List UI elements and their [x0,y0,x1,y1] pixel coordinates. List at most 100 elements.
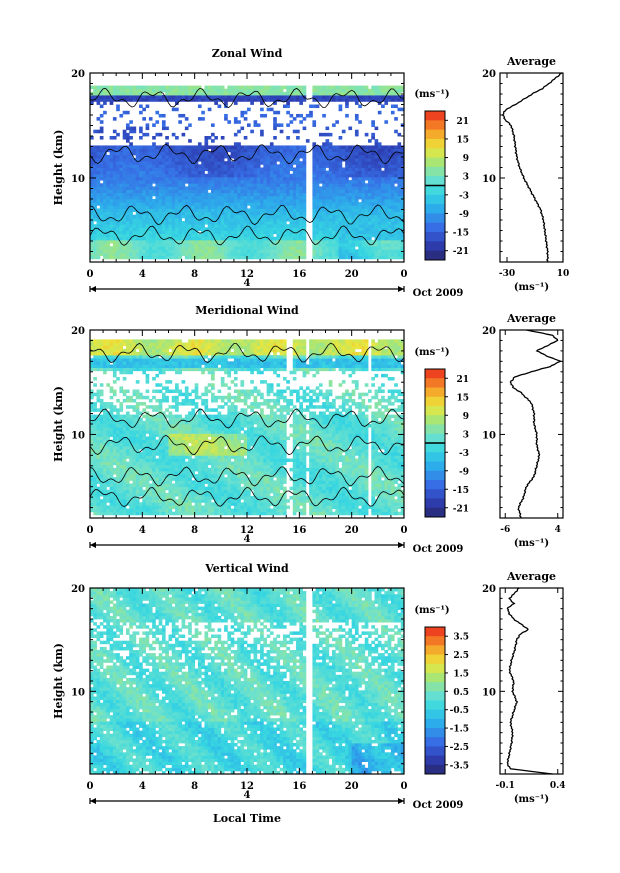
heatmap-cell [214,136,218,140]
heatmap-cell [220,192,225,197]
heatmap-cell [204,252,209,257]
heatmap-cell [325,192,330,197]
heatmap-cell [119,91,124,96]
heatmap-cell [266,161,271,165]
heatmap-cell [335,243,339,247]
heatmap-cell [341,167,346,172]
heatmap-cell [354,167,359,172]
heatmap-cell [358,158,362,162]
heatmap-cell [240,249,245,253]
heatmap-cell [325,189,330,194]
heatmap-cell [279,183,284,187]
heatmap-cell [155,164,160,168]
heatmap-cell [112,477,117,481]
heatmap-cell [335,158,339,162]
heatmap-cell [96,477,101,481]
heatmap-cell [145,164,150,168]
heatmap-cell [299,239,303,244]
heatmap-cell [269,236,274,241]
heatmap-cell [201,180,205,184]
heatmap-cell [318,230,323,235]
heatmap-cell [282,151,287,156]
heatmap-cell [351,211,356,216]
heatmap-cell [348,211,353,216]
heatmap-cell [217,180,222,184]
heatmap-cell [227,208,232,212]
heatmap-cell [397,132,402,137]
heatmap-cell [145,189,150,194]
heatmap-cell [171,85,176,90]
heatmap-cell [184,148,189,153]
heatmap-cell [247,252,251,257]
heatmap-cell [148,227,153,231]
heatmap-cell [90,351,94,356]
heatmap-cell [318,199,323,203]
heatmap-cell [394,148,398,153]
heatmap-cell [250,236,254,241]
heatmap-cell [112,252,117,257]
heatmap-cell [112,420,117,425]
heatmap-cell [354,186,359,190]
heatmap-cell [142,477,146,481]
heatmap-cell [181,233,186,238]
heatmap-cell [354,227,359,231]
heatmap-cell [374,145,379,149]
heatmap-cell [325,243,330,247]
heatmap-cell [368,221,372,225]
heatmap-cell [361,243,366,247]
heatmap-cell [299,205,303,209]
heatmap-cell [112,499,117,503]
heatmap-cell [299,189,303,194]
heatmap-cell [387,186,392,190]
heatmap-cell [309,110,313,115]
heatmap-cell [112,458,117,462]
colorbar-tick-label: -15 [453,229,469,239]
heatmap-cell [282,164,287,168]
heatmap-cell [364,233,369,238]
heatmap-cell [217,167,222,172]
heatmap-cell [135,489,140,494]
heatmap-cell [132,249,137,253]
heatmap-cell [116,239,120,244]
heatmap-cell [116,211,120,216]
heatmap-cell [93,252,97,257]
heatmap-cell [361,98,366,102]
heatmap-cell [129,98,133,102]
heatmap-cell [253,95,258,99]
heatmap-cell [175,252,179,257]
heatmap-cell [103,164,107,168]
heatmap-cell [181,95,186,99]
heatmap-cell [397,142,402,146]
heatmap-cell [116,183,120,187]
heatmap-cell [122,508,127,513]
heatmap-cell [230,243,235,247]
heatmap-cell [217,170,222,175]
heatmap-cell [394,145,398,149]
heatmap-cell [211,139,215,143]
heatmap-cell [279,221,284,225]
heatmap-cell [282,145,287,149]
heatmap-cell [132,339,137,343]
heatmap-cell [116,474,120,478]
heatmap-cell [93,183,97,187]
heatmap-cell [279,239,284,244]
heatmap-cell [125,183,130,187]
heatmap-cell [122,420,127,425]
heatmap-cell [116,176,120,181]
heatmap-cell [152,164,156,168]
heatmap-cell [384,239,389,244]
heatmap-cell [99,252,104,257]
heatmap-cell [240,189,245,194]
heatmap-cell [256,227,261,231]
heatmap-cell [155,214,160,219]
heatmap-cell [332,189,336,194]
heatmap-cell [253,154,258,159]
heatmap-cell [233,120,238,124]
heatmap-cell [204,233,209,238]
heatmap-cell [237,170,241,175]
heatmap-cell [351,148,356,153]
heatmap-cell [332,224,336,228]
heatmap-cell [112,202,117,206]
heatmap-cell [122,455,127,459]
heatmap-cell [351,158,356,162]
